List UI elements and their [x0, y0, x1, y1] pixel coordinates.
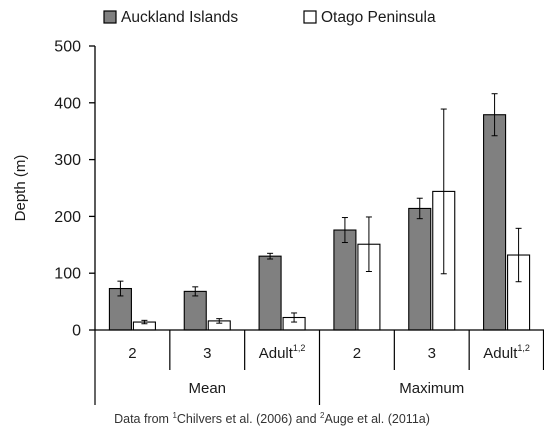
x-group-label: Mean: [188, 380, 226, 397]
y-axis: 0 100 200 300 400 500: [54, 39, 96, 340]
bar-auckland-islands: [183, 290, 207, 331]
legend-label: Auckland Islands: [121, 9, 238, 26]
x-group-label: Maximum: [399, 380, 464, 397]
y-axis-label: Depth (m): [12, 155, 29, 222]
bar-auckland-islands: [483, 114, 507, 331]
x-tick-label: 2: [128, 345, 136, 362]
source-note: Data from 1Chilvers et al. (2006) and 2A…: [114, 411, 430, 427]
y-tick-label: 500: [54, 39, 81, 56]
y-tick-label: 200: [54, 209, 81, 226]
x-tick-label: Adult1,2: [483, 343, 530, 362]
bar-auckland-islands: [258, 255, 282, 331]
bar-auckland-islands: [333, 229, 357, 331]
x-tick-superscript: 1,2: [293, 343, 306, 353]
y-tick-label: 0: [72, 323, 81, 340]
legend-swatch: [103, 10, 117, 24]
x-tick-superscript: 1,2: [517, 343, 530, 353]
legend: Auckland Islands Otago Peninsula: [103, 9, 436, 26]
x-tick-label: 3: [203, 345, 211, 362]
x-tick-label: 3: [428, 345, 436, 362]
x-tick-label: 2: [353, 345, 361, 362]
x-tick-label: Adult1,2: [259, 343, 306, 362]
bar-auckland-islands: [408, 207, 432, 331]
y-tick-label: 100: [54, 266, 81, 283]
y-tick-label: 400: [54, 95, 81, 112]
x-axis: 2 3 Adult1,2 2 3 Adult1,2 Mean Maximum: [94, 329, 544, 405]
y-tick-label: 300: [54, 152, 81, 169]
legend-swatch: [303, 10, 317, 24]
bars: [108, 93, 531, 331]
legend-label: Otago Peninsula: [321, 9, 436, 26]
